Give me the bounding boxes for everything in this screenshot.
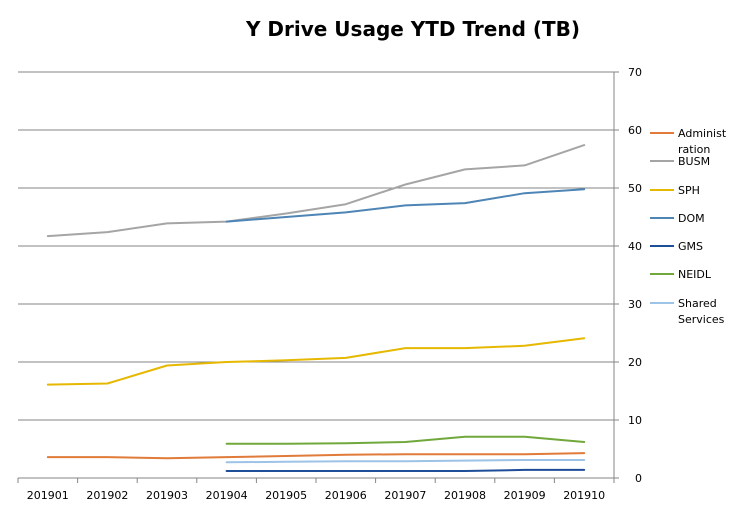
legend-label-busm: BUSM [678, 155, 710, 168]
x-tick-label: 201901 [27, 489, 69, 502]
x-tick-label: 201904 [206, 489, 248, 502]
y-tick-label: 10 [628, 414, 642, 427]
legend-label-gms: GMS [678, 240, 703, 253]
y-tick-label: 60 [628, 124, 642, 137]
y-tick-label: 0 [635, 472, 642, 485]
legend-label-sph: SPH [678, 184, 700, 197]
legend-label-neidl: NEIDL [678, 268, 712, 281]
x-tick-label: 201907 [384, 489, 426, 502]
series-line-shared-services [225, 459, 586, 464]
x-tick-label: 201905 [265, 489, 307, 502]
x-tick-label: 201909 [504, 489, 546, 502]
legend-label-shared-services: Services [678, 313, 725, 326]
y-tick-label: 70 [628, 66, 642, 79]
legend-label-administration: ration [678, 143, 710, 156]
x-tick-label: 201903 [146, 489, 188, 502]
y-tick-label: 40 [628, 240, 642, 253]
legend-label-administration: Administ [678, 127, 727, 140]
series-line-gms [225, 468, 586, 472]
y-tick-label: 20 [628, 356, 642, 369]
y-tick-label: 50 [628, 182, 642, 195]
x-tick-label: 201906 [325, 489, 367, 502]
series-line-neidl [225, 435, 586, 445]
legend-label-shared-services: Shared [678, 297, 717, 310]
series-line-busm [46, 144, 586, 238]
series-lines [46, 144, 586, 472]
x-tick-label: 201908 [444, 489, 486, 502]
chart-title: Y Drive Usage YTD Trend (TB) [245, 17, 580, 41]
axes: 0 10 20 30 40 50 60 70 201901 201902 201903 201904 2… [17, 66, 642, 502]
x-tick-label: 201902 [86, 489, 128, 502]
gridlines [18, 71, 614, 421]
y-tick-label: 30 [628, 298, 642, 311]
series-line-dom [225, 188, 586, 223]
series-line-sph [46, 337, 586, 386]
series-line-administration [46, 452, 586, 460]
x-tick-label: 201910 [563, 489, 605, 502]
legend-label-dom: DOM [678, 212, 705, 225]
